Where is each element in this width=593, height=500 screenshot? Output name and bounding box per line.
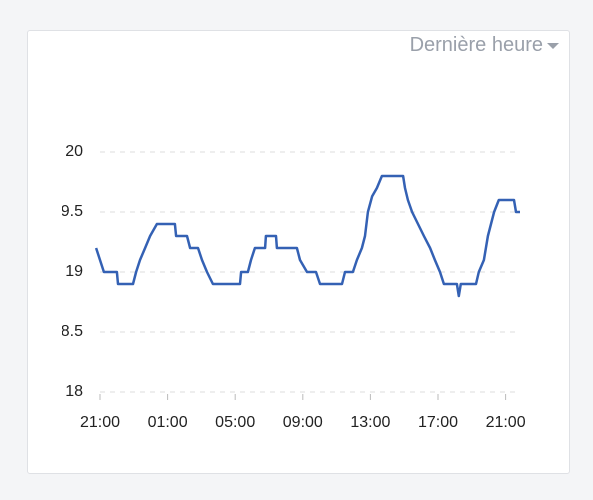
y-tick-label: 20 bbox=[65, 143, 83, 160]
x-tick-label: 05:00 bbox=[215, 414, 255, 431]
x-tick-label: 01:00 bbox=[148, 414, 188, 431]
y-tick-label: 19 bbox=[65, 263, 83, 280]
x-tick-label: 21:00 bbox=[80, 414, 120, 431]
x-tick-label: 17:00 bbox=[418, 414, 458, 431]
x-tick-label: 21:00 bbox=[486, 414, 526, 431]
caret[interactable] bbox=[547, 42, 559, 50]
range-label[interactable]: Dernière heure bbox=[409, 34, 543, 56]
y-tick-label: 18.5 bbox=[52, 323, 83, 340]
range-dropdown[interactable]: Dernière heure bbox=[410, 34, 559, 57]
y-labels: 18 18.5 19 19.5 20 bbox=[52, 143, 83, 400]
x-tick-label: 09:00 bbox=[283, 414, 323, 431]
x-tick-label: 13:00 bbox=[350, 414, 390, 431]
line bbox=[94, 174, 520, 298]
y-tick-label: 19.5 bbox=[52, 203, 83, 220]
y-tick-label: 18 bbox=[65, 383, 83, 400]
